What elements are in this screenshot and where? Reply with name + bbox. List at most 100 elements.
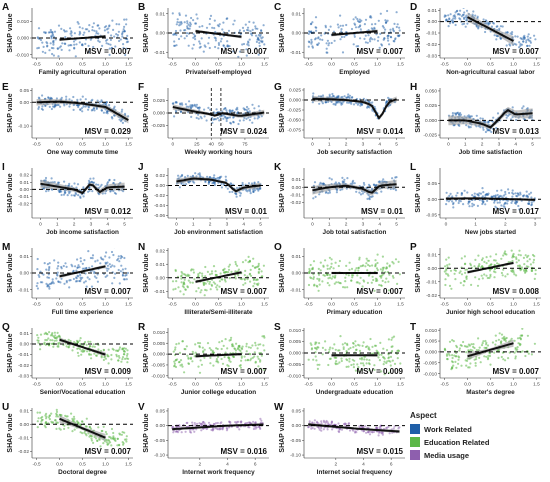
data-point <box>382 273 385 276</box>
data-point <box>332 103 335 106</box>
data-point <box>90 437 93 440</box>
data-point <box>328 284 331 287</box>
data-point <box>253 282 256 285</box>
data-point <box>368 359 371 362</box>
data-point <box>102 425 105 428</box>
data-point <box>392 335 396 338</box>
trend-line <box>312 97 397 120</box>
data-point <box>51 280 54 283</box>
data-point <box>346 286 349 289</box>
data-point <box>46 276 49 279</box>
data-point <box>119 120 123 123</box>
data-point <box>259 417 262 420</box>
data-point <box>193 422 196 425</box>
data-point <box>445 203 448 206</box>
trend-line <box>40 182 125 195</box>
data-point <box>126 352 129 356</box>
data-point <box>173 362 176 365</box>
data-point <box>452 340 455 343</box>
data-point <box>44 31 47 35</box>
data-point <box>375 426 378 429</box>
data-point <box>177 174 180 177</box>
data-point <box>118 444 121 447</box>
data-point <box>344 342 347 345</box>
data-point <box>60 96 63 99</box>
data-point <box>352 43 355 46</box>
data-point <box>328 256 331 259</box>
data-point <box>526 260 529 263</box>
data-point <box>522 40 525 43</box>
data-point <box>234 275 237 278</box>
data-point <box>455 344 458 347</box>
data-point <box>120 254 123 258</box>
data-point <box>345 365 348 368</box>
data-point <box>72 108 75 111</box>
data-point <box>212 265 216 268</box>
data-point <box>352 363 355 366</box>
data-point <box>247 107 250 110</box>
data-point <box>362 97 365 100</box>
x-tick-label: 2 <box>481 142 484 148</box>
data-point <box>56 421 60 424</box>
x-tick-label: 0.0 <box>464 302 471 308</box>
data-point <box>37 27 41 30</box>
plot-area <box>440 328 541 371</box>
x-axis-label: Job income satisfaction <box>46 229 119 236</box>
y-tick-label: -0.025 <box>151 123 165 129</box>
data-point <box>322 265 325 268</box>
y-tick-label: -0.005 <box>287 362 301 368</box>
x-tick-label: 0.0 <box>56 142 63 148</box>
data-point <box>234 277 237 280</box>
data-point <box>178 351 182 354</box>
x-tick-label: 1.5 <box>125 62 132 68</box>
data-point <box>500 204 503 207</box>
data-point <box>247 41 250 44</box>
data-point <box>496 262 499 265</box>
data-point <box>457 362 460 365</box>
data-point <box>344 422 347 425</box>
data-point <box>345 264 348 267</box>
data-point <box>115 353 118 356</box>
data-point <box>184 103 187 106</box>
data-point <box>87 340 90 343</box>
y-tick-label: -0.04 <box>154 203 165 209</box>
data-point <box>199 45 202 48</box>
data-point <box>457 358 460 361</box>
data-point <box>365 431 368 434</box>
data-point <box>178 12 181 15</box>
data-point <box>190 16 193 20</box>
data-point <box>354 16 357 19</box>
x-tick-label: 5 <box>259 222 262 228</box>
data-point <box>445 191 448 194</box>
data-point <box>394 176 397 179</box>
data-point <box>219 422 222 425</box>
data-point <box>447 14 450 17</box>
y-tick-label: -0.05 <box>154 438 165 444</box>
data-point <box>202 50 205 53</box>
data-point <box>172 102 175 105</box>
x-tick-label: 50 <box>218 142 224 148</box>
y-tick-label: 0.02 <box>156 248 166 254</box>
data-point <box>464 16 467 19</box>
data-point <box>46 284 49 287</box>
data-point <box>346 343 349 347</box>
data-point <box>490 25 493 28</box>
data-point <box>484 130 487 134</box>
data-point <box>177 361 181 364</box>
data-point <box>36 287 40 290</box>
data-point <box>347 365 350 368</box>
data-point <box>124 357 127 360</box>
data-point <box>260 115 263 118</box>
y-tick-label: -0.075 <box>287 128 301 134</box>
legend-label-work: Work Related <box>424 425 472 434</box>
data-point <box>95 354 98 357</box>
data-point <box>399 362 402 365</box>
data-point <box>79 257 82 260</box>
data-point <box>378 426 381 429</box>
data-point <box>198 345 201 348</box>
data-point <box>341 343 344 346</box>
data-point <box>326 281 329 285</box>
plot-area <box>440 187 541 211</box>
